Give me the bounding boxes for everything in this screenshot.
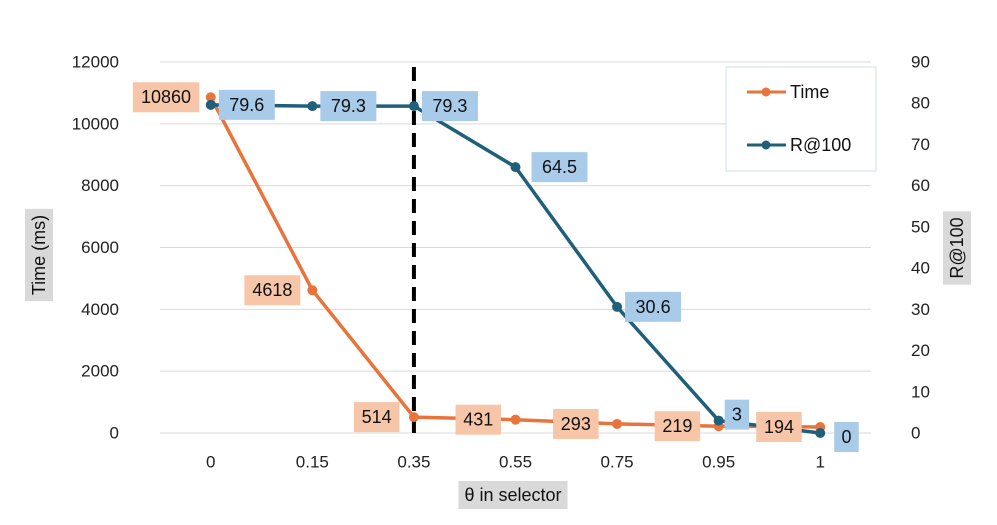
y-left-tick-label: 8000 bbox=[81, 176, 119, 195]
legend-marker-time bbox=[761, 87, 771, 97]
data-label: 194 bbox=[764, 417, 794, 437]
data-label-bg bbox=[654, 411, 701, 442]
legend-box bbox=[725, 66, 877, 172]
legend-label-time: Time bbox=[790, 82, 829, 102]
data-label: 514 bbox=[362, 407, 392, 427]
y-left-tick-label: 4000 bbox=[81, 300, 119, 319]
y-left-tick-label: 2000 bbox=[81, 362, 119, 381]
x-tick-label: 0.15 bbox=[296, 453, 329, 472]
y-left-tick-label: 12000 bbox=[72, 53, 119, 72]
data-label-bg bbox=[132, 82, 200, 113]
data-label-bg bbox=[724, 399, 750, 430]
data-point bbox=[612, 418, 623, 429]
data-point bbox=[815, 428, 826, 438]
data-point bbox=[408, 412, 419, 423]
y-left-tick-label: 6000 bbox=[81, 238, 119, 257]
y-right-tick-label: 80 bbox=[911, 94, 930, 113]
y-left-tick-label: 0 bbox=[110, 424, 119, 443]
data-point bbox=[510, 414, 521, 425]
x-axis-title: θ in selector bbox=[458, 481, 568, 509]
y-axis-left-title-text: Time (ms) bbox=[29, 215, 49, 295]
y-right-tick-label: 10 bbox=[911, 382, 930, 401]
y-right-tick-label: 50 bbox=[911, 217, 930, 236]
data-label-bg bbox=[353, 402, 400, 433]
data-label: 4618 bbox=[252, 280, 292, 300]
data-label-bg bbox=[218, 89, 275, 120]
x-tick-label: 0.35 bbox=[397, 453, 430, 472]
y-axis-right: 0 10 20 30 40 50 60 70 80 90 bbox=[911, 53, 930, 443]
legend-item-r100: R@100 bbox=[747, 135, 851, 155]
y-right-tick-label: 40 bbox=[911, 259, 930, 278]
data-point bbox=[307, 285, 318, 296]
x-tick-label: 0.95 bbox=[702, 453, 735, 472]
legend-label-r100: R@100 bbox=[790, 135, 851, 155]
data-label-bg bbox=[320, 91, 377, 122]
y-axis-right-title-bg bbox=[943, 211, 971, 285]
data-labels: 10860 4618 514 431 293 219 194 79.6 79.3 79.3 64.5… bbox=[132, 82, 859, 452]
y-right-tick-label: 0 bbox=[911, 424, 920, 443]
data-point bbox=[408, 101, 419, 112]
data-point bbox=[205, 99, 216, 110]
data-point bbox=[307, 101, 318, 112]
data-label: 79.3 bbox=[331, 96, 366, 116]
data-point bbox=[510, 162, 521, 173]
data-label: 3 bbox=[732, 405, 742, 425]
series-layer bbox=[205, 92, 826, 438]
y-right-tick-label: 90 bbox=[911, 53, 930, 72]
y-axis-right-title: R@100 bbox=[943, 211, 971, 285]
x-tick-label: 1 bbox=[815, 453, 824, 472]
x-axis: 0 0.15 0.35 0.55 0.75 0.95 1 bbox=[206, 453, 825, 472]
data-label: 10860 bbox=[141, 87, 191, 107]
data-point bbox=[612, 301, 623, 312]
y-right-tick-label: 20 bbox=[911, 341, 930, 360]
y-right-tick-label: 30 bbox=[911, 300, 930, 319]
data-label-bg bbox=[244, 275, 301, 306]
y-axis-left: 0 2000 4000 6000 8000 10000 12000 bbox=[72, 53, 119, 443]
y-axis-left-title: Time (ms) bbox=[25, 208, 53, 302]
y-axis-right-title-text: R@100 bbox=[947, 217, 967, 278]
data-label-bg bbox=[421, 91, 478, 122]
data-label: 30.6 bbox=[636, 297, 671, 317]
x-tick-label: 0 bbox=[206, 453, 215, 472]
data-label: 64.5 bbox=[542, 157, 577, 177]
data-label: 79.6 bbox=[229, 95, 264, 115]
x-tick-label: 0.55 bbox=[499, 453, 532, 472]
data-label: 0 bbox=[841, 427, 851, 447]
data-label-bg bbox=[531, 152, 588, 183]
data-label-bg bbox=[455, 404, 501, 435]
x-axis-title-text: θ in selector bbox=[464, 485, 561, 505]
data-label: 431 bbox=[463, 410, 493, 430]
data-label-bg bbox=[756, 412, 802, 443]
y-left-tick-label: 10000 bbox=[72, 114, 119, 133]
y-right-tick-label: 60 bbox=[911, 176, 930, 195]
data-label: 219 bbox=[662, 416, 692, 436]
data-point bbox=[205, 92, 216, 103]
data-label: 79.3 bbox=[432, 96, 467, 116]
data-point bbox=[713, 415, 724, 426]
legend-item-time: Time bbox=[747, 82, 829, 102]
data-label-bg bbox=[625, 291, 682, 322]
grid bbox=[160, 61, 871, 434]
data-label-bg bbox=[553, 408, 599, 439]
x-axis-title-bg bbox=[458, 481, 568, 509]
data-label-bg bbox=[834, 422, 859, 452]
legend-marker-r100 bbox=[761, 140, 771, 150]
data-label: 293 bbox=[561, 414, 591, 434]
y-axis-left-title-bg bbox=[25, 208, 53, 302]
legend: Time R@100 bbox=[725, 66, 877, 172]
x-tick-label: 0.75 bbox=[601, 453, 634, 472]
y-right-tick-label: 70 bbox=[911, 135, 930, 154]
